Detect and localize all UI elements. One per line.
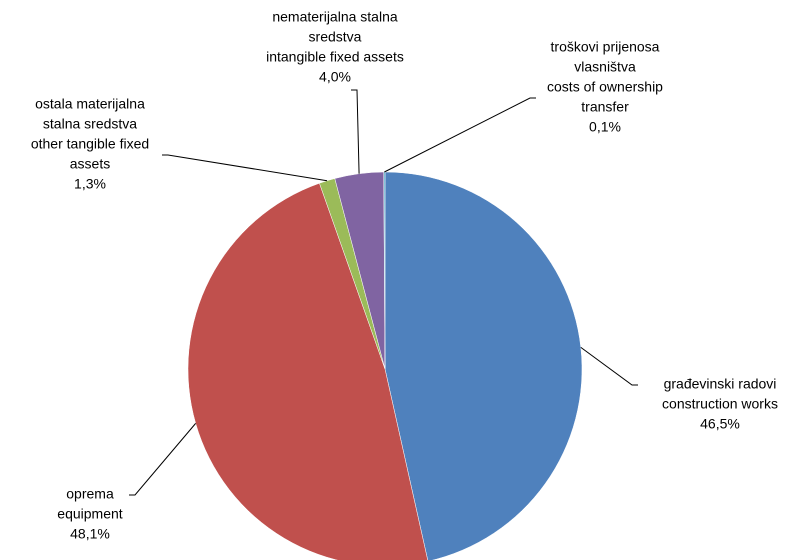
slice-label: sredstva	[309, 29, 362, 45]
leader-line	[384, 97, 536, 173]
value-label: 48,1%	[70, 526, 110, 542]
value-label: 46,5%	[700, 416, 740, 432]
pie-slice	[187, 182, 428, 560]
value-label: 0,1%	[589, 119, 621, 135]
slice-label: assets	[70, 156, 110, 172]
slice-label: construction works	[662, 396, 778, 412]
value-label: 4,0%	[319, 69, 351, 85]
leader-line	[580, 346, 638, 386]
slice-label: troškovi prijenosa	[551, 39, 660, 55]
slice-label: nematerijalna stalna	[272, 9, 398, 25]
slice-label: vlasništva	[574, 59, 636, 75]
slice-label: other tangible fixed	[31, 136, 149, 152]
leader-line	[129, 423, 197, 496]
value-label: 1,3%	[74, 176, 106, 192]
slice-label: equipment	[57, 506, 122, 522]
slice-label: intangible fixed assets	[266, 49, 404, 65]
slice-label: ostala materijalna	[35, 96, 145, 112]
slice-label: transfer	[581, 99, 629, 115]
slice-label: stalna sredstva	[43, 116, 137, 132]
leader-line	[162, 154, 328, 182]
slice-label: oprema	[66, 486, 114, 502]
leader-line	[351, 89, 360, 174]
slice-label: građevinski radovi	[664, 376, 777, 392]
slice-label: costs of ownership	[547, 79, 663, 95]
